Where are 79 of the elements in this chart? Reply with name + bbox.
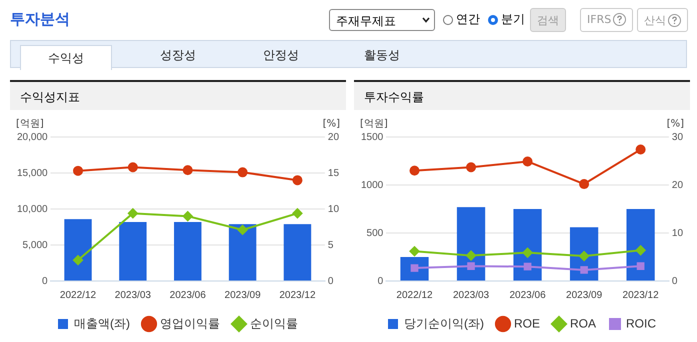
y-tick-label: 0 xyxy=(42,276,48,287)
legend-label: 순이익률 xyxy=(250,316,298,330)
y-axis-title: [억원] xyxy=(16,118,44,130)
point xyxy=(73,166,84,176)
y-tick-label: 1000 xyxy=(360,180,384,191)
point xyxy=(128,162,138,172)
point xyxy=(238,224,248,235)
legend-label: ROIC xyxy=(626,316,656,330)
y2-tick-label: 15 xyxy=(328,168,340,179)
legend-label: 당기순이익(좌) xyxy=(404,316,484,330)
point xyxy=(636,144,646,154)
x-tick-label: 2022/12 xyxy=(60,290,97,301)
y-tick-label: 500 xyxy=(366,228,384,239)
text: 산식 xyxy=(644,14,666,27)
y2-axis-title: [%] xyxy=(666,118,684,130)
chart-title: 수익성지표 xyxy=(10,80,346,110)
y-tick-label: 10,000 xyxy=(16,204,48,215)
text: 활동성 xyxy=(364,47,400,64)
y-tick-label: 15,000 xyxy=(16,168,48,179)
y2-tick-label: 20 xyxy=(328,132,340,143)
x-tick-label: 2023/12 xyxy=(622,290,660,301)
point xyxy=(466,250,476,261)
point xyxy=(467,262,475,270)
bar xyxy=(626,209,655,280)
bar xyxy=(456,207,486,280)
legend-label: ROA xyxy=(570,316,596,330)
point xyxy=(579,251,590,262)
point xyxy=(128,208,138,218)
y2-tick-label: 20 xyxy=(672,180,684,191)
text: 성장성 xyxy=(160,47,196,64)
point xyxy=(238,167,248,178)
y2-tick-label: 0 xyxy=(672,276,678,287)
legend-label: ROE xyxy=(514,316,540,330)
point xyxy=(73,255,84,266)
y2-tick-label: 0 xyxy=(328,276,334,287)
y2-tick-label: 30 xyxy=(672,132,684,143)
x-tick-label: 2023/09 xyxy=(566,290,603,301)
legend-label: 매출액(좌) xyxy=(74,316,130,330)
point xyxy=(522,248,533,258)
point xyxy=(410,166,420,176)
text: 안정성 xyxy=(263,47,299,64)
text: 분기 xyxy=(501,11,525,28)
point xyxy=(410,246,420,256)
point xyxy=(292,208,302,218)
chart-title: 투자수익률 xyxy=(354,80,690,110)
y2-tick-label: 10 xyxy=(328,204,340,215)
y-tick-label: 0 xyxy=(378,276,384,287)
text: 연간 xyxy=(456,11,480,28)
text: 검색 xyxy=(530,8,566,32)
text: 주재무제표 xyxy=(329,9,435,31)
x-tick-label: 2023/06 xyxy=(509,290,546,301)
point xyxy=(580,266,588,274)
y-tick-label: 5,000 xyxy=(22,240,48,251)
point xyxy=(182,211,193,222)
x-tick-label: 2022/12 xyxy=(396,290,434,301)
point xyxy=(636,245,646,256)
point xyxy=(524,262,532,270)
y2-tick-label: 5 xyxy=(328,240,334,251)
text: IFRS xyxy=(587,13,612,26)
point xyxy=(292,175,302,186)
point xyxy=(579,179,590,190)
point xyxy=(466,162,476,172)
point xyxy=(636,262,644,270)
x-tick-label: 2023/03 xyxy=(452,290,490,301)
y-axis-title: [억원] xyxy=(360,118,388,130)
bar xyxy=(513,209,542,280)
x-tick-label: 2023/03 xyxy=(114,290,152,301)
y-tick-label: 1500 xyxy=(360,132,384,143)
y2-tick-label: 10 xyxy=(672,228,684,239)
point xyxy=(182,165,193,176)
y-tick-label: 20,000 xyxy=(16,132,48,143)
x-tick-label: 2023/06 xyxy=(170,290,206,301)
legend-label: 영업이익률 xyxy=(160,316,220,330)
x-tick-label: 2023/12 xyxy=(279,290,316,301)
text: 투자분석 xyxy=(10,10,70,29)
point xyxy=(522,156,533,166)
x-tick-label: 2023/09 xyxy=(224,290,262,301)
y2-axis-title: [%] xyxy=(322,118,340,130)
text: 수익성 xyxy=(20,45,112,70)
